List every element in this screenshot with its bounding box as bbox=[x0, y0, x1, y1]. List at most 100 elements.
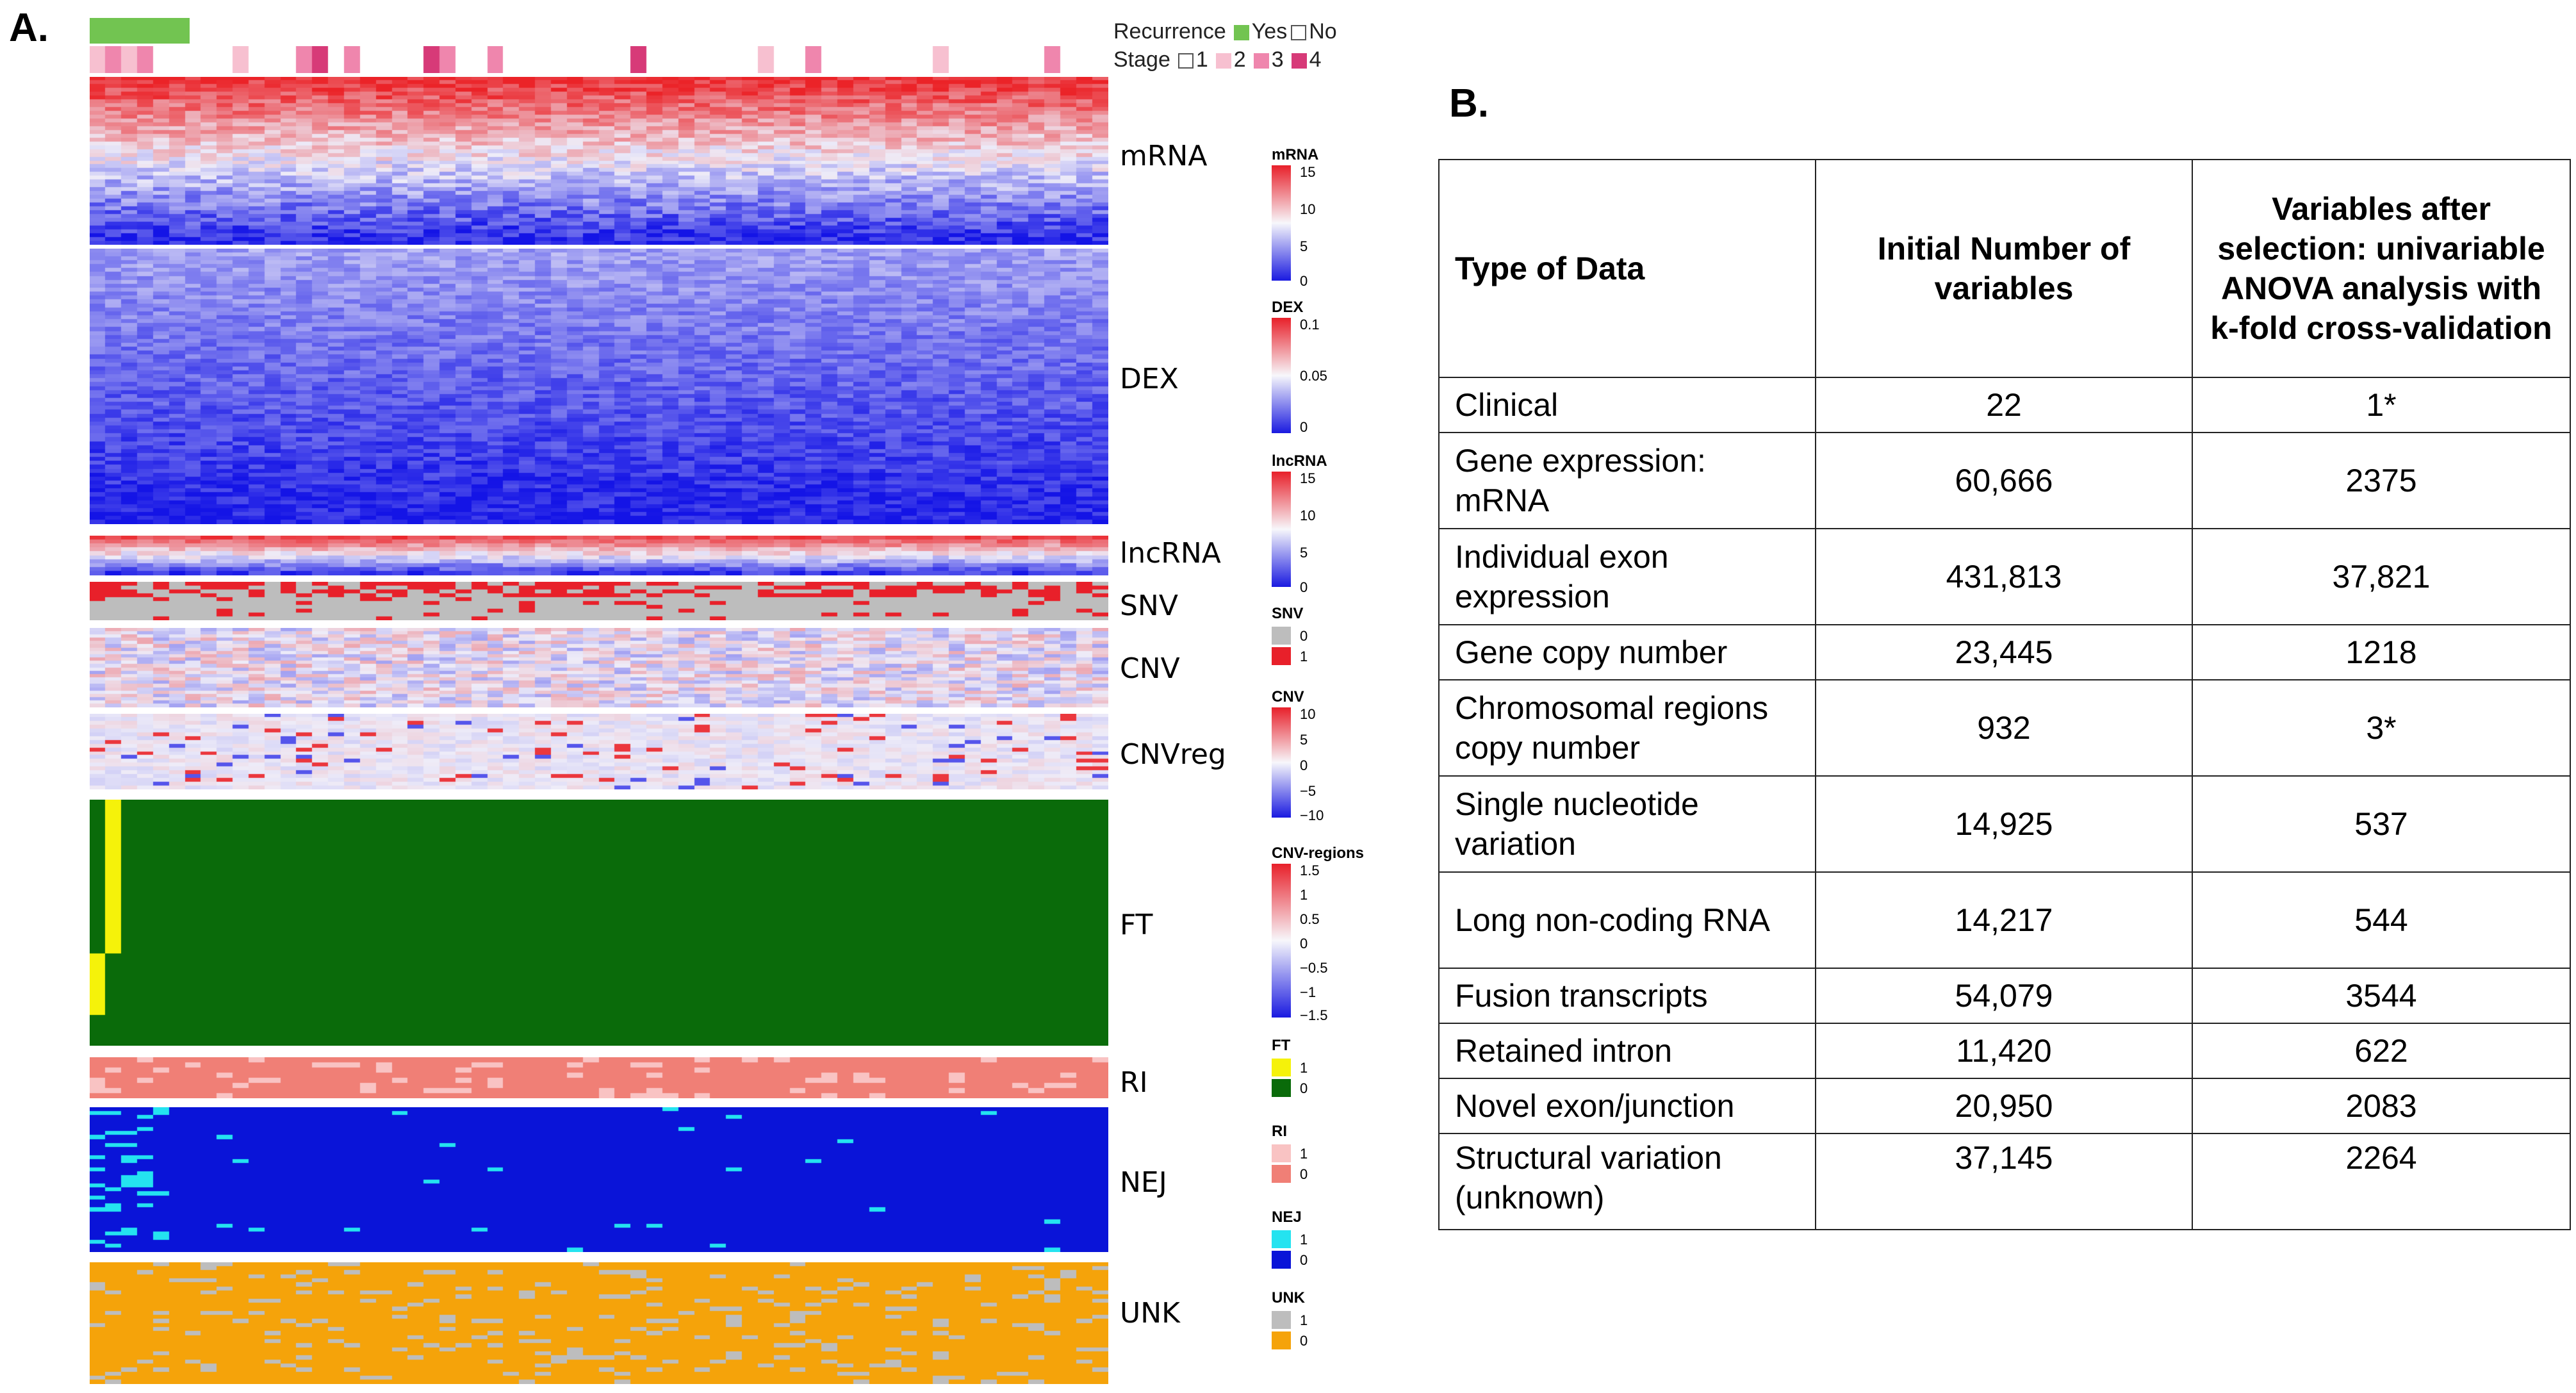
nej-heatmap-block bbox=[90, 1107, 1108, 1252]
colorbar-lncrna-tick: 5 bbox=[1300, 545, 1308, 561]
colorbar-nej-swatch-1 bbox=[1272, 1230, 1291, 1248]
colorbar-cnv-tick: 10 bbox=[1300, 706, 1316, 722]
colorbar-nej-tick: 0 bbox=[1300, 1252, 1308, 1268]
colorbar-mrna-gradient bbox=[1272, 165, 1291, 281]
colorbar-snv-tick: 0 bbox=[1300, 628, 1308, 644]
multiomics-heatmap bbox=[90, 18, 1108, 1384]
stage-annotation-strip bbox=[90, 46, 1108, 73]
cell-type: Single nucleotide variation bbox=[1438, 775, 1816, 873]
colorbar-mrna-title: mRNA bbox=[1272, 146, 1319, 163]
colorbar-ft-swatch-0 bbox=[1272, 1079, 1291, 1097]
cell-type: Chromosomal regions copy number bbox=[1438, 679, 1816, 777]
cell-selected: 537 bbox=[2192, 775, 2571, 873]
cell-selected: 1* bbox=[2192, 377, 2571, 433]
table-row: Retained intron 11,420 622 bbox=[1438, 1023, 2571, 1079]
recurrence-yes-label: Yes bbox=[1251, 19, 1288, 44]
stage-2-swatch bbox=[1215, 53, 1231, 69]
colorbar-unk-swatch-1 bbox=[1272, 1311, 1291, 1329]
colorbar-cnv-regions-gradient bbox=[1272, 864, 1291, 1018]
colorbar-nej-tick: 1 bbox=[1300, 1232, 1308, 1248]
stage-legend-title: Stage bbox=[1113, 47, 1170, 72]
cell-initial: 37,145 bbox=[1815, 1133, 2193, 1230]
stage-2-label: 2 bbox=[1233, 47, 1246, 72]
colorbar-snv-title: SNV bbox=[1272, 605, 1304, 622]
row-label-unk: UNK bbox=[1120, 1297, 1180, 1330]
cell-type: Novel exon/junction bbox=[1438, 1078, 1816, 1134]
cell-initial: 14,217 bbox=[1815, 871, 2193, 969]
table-row: Individual exon expression 431,813 37,82… bbox=[1438, 528, 2571, 625]
cell-initial: 60,666 bbox=[1815, 432, 2193, 529]
colorbar-nej-title: NEJ bbox=[1272, 1208, 1302, 1226]
colorbar-dex-tick: 0.1 bbox=[1300, 317, 1320, 333]
cell-type: Clinical bbox=[1438, 377, 1816, 433]
colorbar-unk-tick: 0 bbox=[1300, 1333, 1308, 1349]
row-label-dex: DEX bbox=[1120, 363, 1179, 395]
colorbar-nej-swatch-0 bbox=[1272, 1251, 1291, 1269]
colorbar-cnv-regions-tick: 0.5 bbox=[1300, 911, 1320, 927]
cell-type: Individual exon expression bbox=[1438, 528, 1816, 625]
cell-initial: 431,813 bbox=[1815, 528, 2193, 625]
cell-type: Structural variation (unknown) bbox=[1438, 1133, 1816, 1230]
colorbar-cnv-regions-title: CNV-regions bbox=[1272, 845, 1365, 862]
cell-selected: 3544 bbox=[2192, 968, 2571, 1024]
recurrence-legend: Recurrence Yes No bbox=[1113, 19, 1337, 44]
cell-type: Long non-coding RNA bbox=[1438, 871, 1816, 969]
colorbar-cnv-regions-tick: −0.5 bbox=[1300, 960, 1328, 976]
cell-selected: 622 bbox=[2192, 1023, 2571, 1079]
colorbar-cnv-tick: −10 bbox=[1300, 807, 1324, 823]
mrna-heatmap-block bbox=[90, 77, 1108, 245]
recurrence-no-label: No bbox=[1309, 19, 1337, 44]
cell-type: Fusion transcripts bbox=[1438, 968, 1816, 1024]
colorbar-cnv-regions-tick: −1.5 bbox=[1300, 1007, 1328, 1023]
colorbar-mrna-tick: 10 bbox=[1300, 201, 1316, 217]
cell-type: Gene expression: mRNA bbox=[1438, 432, 1816, 529]
colorbar-ri-tick: 1 bbox=[1300, 1146, 1308, 1162]
table-row: Gene expression: mRNA 60,666 2375 bbox=[1438, 432, 2571, 529]
table-row: Novel exon/junction 20,950 2083 bbox=[1438, 1078, 2571, 1134]
recurrence-yes-cells bbox=[90, 18, 190, 44]
colorbar-cnv-tick: −5 bbox=[1300, 783, 1317, 799]
ft-heatmap-block bbox=[90, 800, 1108, 1046]
stage-3-label: 3 bbox=[1271, 47, 1284, 72]
cell-selected: 544 bbox=[2192, 871, 2571, 969]
table-row: Single nucleotide variation 14,925 537 bbox=[1438, 775, 2571, 873]
variables-table: Type of Data Initial Number of variables… bbox=[1438, 159, 2571, 1230]
cell-selected: 2083 bbox=[2192, 1078, 2571, 1134]
table-row: Structural variation (unknown) 37,145 22… bbox=[1438, 1133, 2571, 1230]
colorbar-ft-tick: 1 bbox=[1300, 1060, 1308, 1076]
row-label-cnvreg: CNVreg bbox=[1120, 738, 1226, 771]
colorbar-ft-swatch-1 bbox=[1272, 1059, 1291, 1076]
colorbar-cnv-tick: 5 bbox=[1300, 732, 1308, 748]
colorbar-mrna-tick: 5 bbox=[1300, 238, 1308, 254]
table-header-row: Type of Data Initial Number of variables… bbox=[1438, 159, 2571, 378]
cell-type: Retained intron bbox=[1438, 1023, 1816, 1079]
cell-initial: 14,925 bbox=[1815, 775, 2193, 873]
unk-heatmap-block bbox=[90, 1262, 1108, 1384]
stage-4-label: 4 bbox=[1309, 47, 1322, 72]
panel-a-label: A. bbox=[9, 6, 49, 50]
cell-initial: 11,420 bbox=[1815, 1023, 2193, 1079]
recurrence-annotation-strip bbox=[90, 18, 1108, 45]
colorbar-lncrna-tick: 0 bbox=[1300, 579, 1308, 595]
colorbar-cnv-regions-tick: 0 bbox=[1300, 936, 1308, 952]
colorbar-dex-tick: 0 bbox=[1300, 419, 1308, 435]
stage-legend: Stage 1 2 3 4 bbox=[1113, 47, 1322, 72]
row-label-nej: NEJ bbox=[1120, 1166, 1167, 1199]
row-label-lncrna: lncRNA bbox=[1120, 537, 1221, 570]
colorbar-dex-gradient bbox=[1272, 318, 1291, 433]
colorbar-ri-swatch-1 bbox=[1272, 1144, 1291, 1162]
colorbar-cnv-tick: 0 bbox=[1300, 757, 1308, 773]
recurrence-no-swatch bbox=[1291, 25, 1307, 40]
colorbar-ri-title: RI bbox=[1272, 1123, 1287, 1140]
recurrence-yes-swatch bbox=[1233, 25, 1249, 40]
stage-4-swatch bbox=[1291, 53, 1307, 69]
colorbar-unk-tick: 1 bbox=[1300, 1312, 1308, 1328]
cell-selected: 37,821 bbox=[2192, 528, 2571, 625]
header-after-selection: Variables after selection: univariable A… bbox=[2192, 159, 2571, 378]
row-label-mrna: mRNA bbox=[1120, 140, 1208, 172]
colorbar-ri-tick: 0 bbox=[1300, 1166, 1308, 1182]
colorbar-cnv-regions-tick: 1.5 bbox=[1300, 862, 1320, 878]
cnvreg-heatmap-block bbox=[90, 714, 1108, 789]
colorbar-lncrna-tick: 10 bbox=[1300, 507, 1316, 523]
colorbar-cnv-regions-tick: 1 bbox=[1300, 887, 1308, 903]
